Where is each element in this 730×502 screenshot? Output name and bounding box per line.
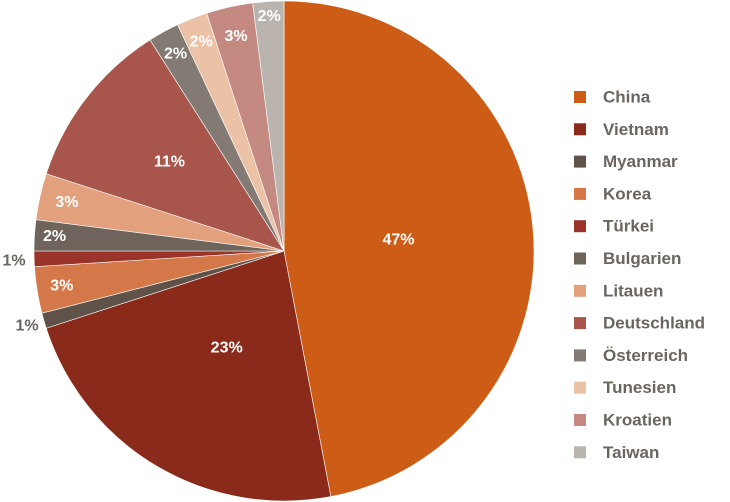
slice-value-label: 1%: [15, 318, 38, 335]
legend-label: Korea: [603, 184, 652, 203]
legend-swatch: [574, 381, 586, 394]
legend-label: Deutschland: [603, 314, 705, 333]
slice-value-label: 11%: [154, 154, 185, 171]
legend-label: Vietnam: [603, 120, 669, 139]
legend-swatch: [574, 155, 586, 168]
legend-item: Korea: [574, 184, 652, 203]
legend-item: Kroatien: [574, 411, 672, 430]
legend-item: Litauen: [574, 281, 663, 300]
pie-slices: [33, 0, 535, 502]
legend-item: Tunesien: [574, 378, 676, 397]
legend-swatch: [574, 252, 586, 265]
slice-value-label: 3%: [224, 28, 247, 45]
legend-item: China: [574, 88, 651, 107]
pie-slice-taiwan: [252, 0, 285, 252]
legend-swatch: [574, 349, 586, 362]
legend-label: Myanmar: [603, 152, 678, 171]
legend-label: Türkei: [603, 217, 654, 236]
legend-label: Österreich: [603, 346, 688, 365]
legend-item: Deutschland: [574, 314, 705, 333]
slice-value-label: 2%: [258, 8, 281, 25]
legend-swatch: [574, 317, 586, 330]
slice-value-label: 47%: [382, 232, 414, 249]
legend-label: China: [603, 88, 651, 107]
pie-slice-vietnam: [45, 250, 332, 502]
legend-swatch: [574, 220, 586, 233]
legend-item: Bulgarien: [574, 249, 681, 268]
legend-item: Taiwan: [574, 443, 659, 462]
legend-swatch: [574, 123, 586, 136]
legend-swatch: [574, 446, 586, 459]
slice-value-label: 2%: [43, 228, 66, 245]
slice-value-label: 3%: [55, 194, 78, 211]
pie-value-labels: 47%23%1%3%1%2%3%11%2%2% 3%2%: [2, 8, 414, 356]
slice-value-label: 2%: [164, 45, 187, 62]
pie-slice-china: [283, 0, 535, 497]
legend-item: Vietnam: [574, 120, 669, 139]
slice-value-label: 1%: [2, 253, 25, 270]
legend-swatch: [574, 187, 586, 200]
legend-label: Tunesien: [603, 378, 676, 397]
legend-label: Taiwan: [603, 443, 659, 462]
legend-label: Bulgarien: [603, 249, 681, 268]
legend-swatch: [574, 284, 586, 297]
legend-swatch: [574, 91, 586, 103]
legend-label: Litauen: [603, 281, 663, 300]
legend-item: Myanmar: [574, 152, 678, 171]
slice-value-label: 2%: [190, 33, 213, 50]
legend-item: Österreich: [574, 346, 688, 365]
legend-swatch: [574, 414, 586, 426]
pie-slice-deutschland: [45, 39, 285, 252]
slice-value-label: 3%: [50, 278, 73, 295]
legend-label: Kroatien: [603, 411, 672, 430]
legend: China Vietnam Myanmar Korea Türkei Bulgarien L…: [574, 88, 705, 462]
slice-value-label: 23%: [211, 339, 243, 356]
legend-item: Türkei: [574, 217, 654, 236]
